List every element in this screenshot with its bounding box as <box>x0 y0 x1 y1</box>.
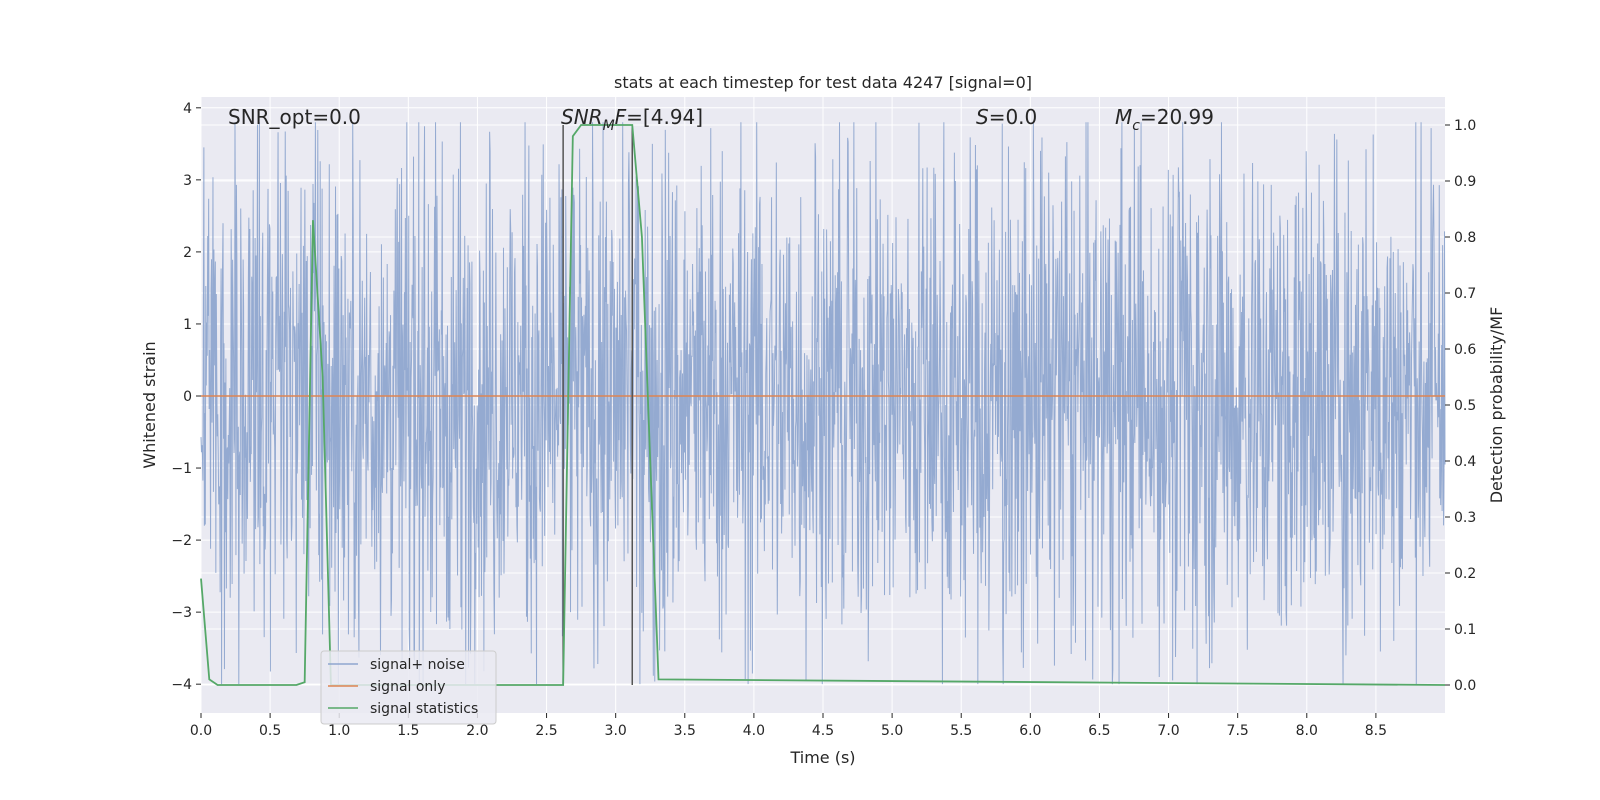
x-tick-label: 6.5 <box>1088 723 1110 739</box>
annotation-s: S=0.0 <box>976 105 1037 129</box>
y-tick-label-right: 0.4 <box>1454 454 1476 470</box>
x-tick-label: 1.5 <box>397 723 419 739</box>
legend: signal+ noise signal only signal statist… <box>320 650 497 725</box>
legend-label-noise: signal+ noise <box>370 657 465 673</box>
x-tick-label: 8.0 <box>1296 723 1318 739</box>
x-tick-label: 1.0 <box>328 723 350 739</box>
annotation-snr-opt: SNR_opt=0.0 <box>228 105 361 129</box>
x-tick-label: 2.0 <box>466 723 488 739</box>
y-tick-label-left: 1 <box>183 317 192 333</box>
x-tick-label: 8.5 <box>1365 723 1387 739</box>
y-tick-label-left: 0 <box>183 389 192 405</box>
x-tick-label: 5.0 <box>881 723 903 739</box>
legend-label-signal: signal only <box>370 679 445 695</box>
y-tick-label-left: 3 <box>183 173 192 189</box>
y-tick-label-right: 0.8 <box>1454 230 1476 246</box>
x-tick-label: 2.5 <box>535 723 557 739</box>
x-tick-label: 0.5 <box>259 723 281 739</box>
y-tick-label-left: −3 <box>171 605 192 621</box>
legend-box <box>320 650 497 725</box>
x-tick-label: 0.0 <box>190 723 212 739</box>
annotation-mc: Mc=20.99 <box>1115 105 1214 134</box>
y-tick-label-right: 0.1 <box>1454 622 1476 638</box>
x-tick-label: 3.0 <box>605 723 627 739</box>
x-tick-label: 4.0 <box>743 723 765 739</box>
x-tick-label: 7.5 <box>1227 723 1249 739</box>
x-tick-label: 4.5 <box>812 723 834 739</box>
y-tick-label-right: 0.7 <box>1454 286 1476 302</box>
y-tick-label-right: 0.3 <box>1454 510 1476 526</box>
axes-layer: 0.0 0.5 1.0 1.5 2.0 2.5 3.0 3.5 4.0 4.5 5.0 5.5 6.0 6… <box>171 101 1476 739</box>
annotation-mc-value: =20.99 <box>1140 105 1214 129</box>
x-tick-label: 7.0 <box>1157 723 1179 739</box>
legend-label-statistics: signal statistics <box>370 701 478 717</box>
y-tick-label-right: 0.2 <box>1454 566 1476 582</box>
y-axis-label-left: Whitened strain <box>140 341 159 468</box>
y-tick-label-right: 0.0 <box>1454 678 1476 694</box>
x-tick-label: 3.5 <box>674 723 696 739</box>
y-axis-label-right: Detection probability/MF <box>1487 307 1506 504</box>
y-tick-label-left: −2 <box>171 533 192 549</box>
x-axis-label: Time (s) <box>789 748 855 767</box>
series-signal-noise <box>200 122 1446 685</box>
annotation-s-value: =0.0 <box>989 105 1038 129</box>
chart-title: stats at each timestep for test data 424… <box>614 73 1032 92</box>
y-tick-label-right: 0.5 <box>1454 398 1476 414</box>
annotation-snr-mf-value: =[4.94] <box>626 105 703 129</box>
y-tick-label-right: 0.6 <box>1454 342 1476 358</box>
annotation-snr-mf: SNRMF=[4.94] <box>561 105 703 134</box>
y-tick-label-right: 0.9 <box>1454 174 1476 190</box>
x-tick-label: 6.0 <box>1019 723 1041 739</box>
signal-noise-layer <box>200 122 1446 685</box>
y-tick-label-left: 4 <box>183 101 192 117</box>
y-tick-label-left: −4 <box>171 677 192 693</box>
x-tick-label: 5.5 <box>950 723 972 739</box>
y-tick-label-right: 1.0 <box>1454 118 1476 134</box>
y-tick-label-left: 2 <box>183 245 192 261</box>
y-tick-label-left: −1 <box>171 461 192 477</box>
